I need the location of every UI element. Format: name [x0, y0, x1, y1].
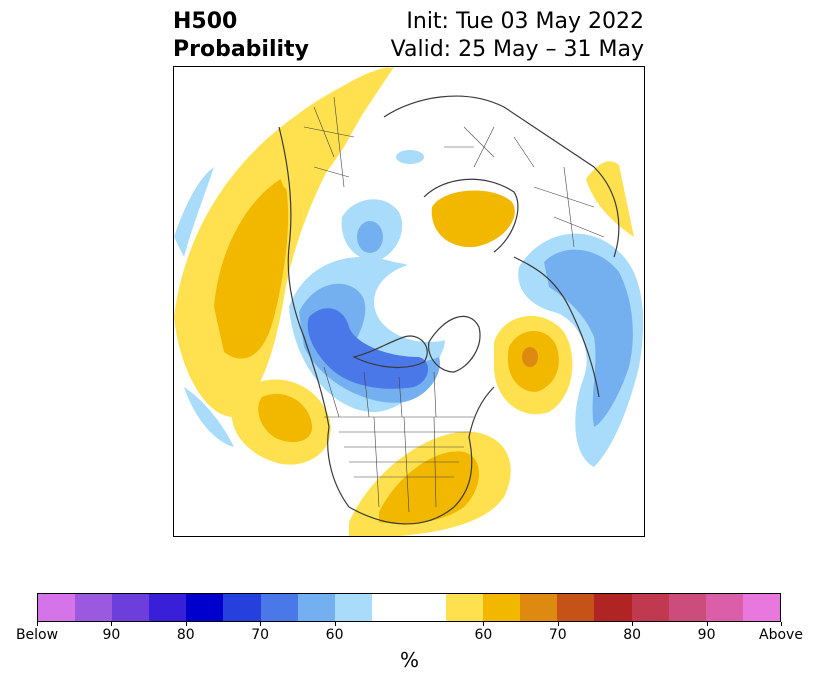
coastline-north-america-west	[278, 126, 350, 508]
coastline-asia-east	[513, 256, 600, 398]
colorbar-swatch	[742, 594, 780, 621]
probability-colorbar	[37, 593, 781, 622]
above-region-north-atlantic-peak	[522, 347, 538, 367]
coastline-hudson-bay	[352, 335, 428, 368]
colorbar-tick	[557, 622, 559, 626]
colorbar-swatch	[186, 594, 224, 621]
colorbar-swatch	[297, 594, 335, 621]
colorbar-ticks	[37, 622, 782, 627]
coastline-siberia	[423, 178, 519, 253]
below-region-arctic-small	[396, 150, 424, 164]
below-normal-regions	[174, 150, 644, 467]
colorbar-swatch	[668, 594, 706, 621]
above-region-northeast-asia	[586, 161, 634, 237]
colorbar-label: 80	[176, 627, 195, 643]
colorbar-label: 70	[548, 627, 567, 643]
below-region-east-asia-core	[544, 249, 633, 427]
europe-borders	[444, 126, 535, 168]
colorbar-swatch	[705, 594, 743, 621]
colorbar-label: 80	[623, 627, 642, 643]
arctic-cap	[374, 262, 484, 342]
northern-europe-borders	[303, 96, 355, 188]
colorbar-swatch	[408, 594, 447, 621]
colorbar-tick	[781, 622, 782, 626]
canada-provinces	[323, 366, 437, 418]
colorbar-tick	[37, 622, 38, 626]
asia-borders	[533, 166, 605, 248]
coastline-greenland	[427, 315, 481, 373]
title-line-type: Probability	[173, 37, 309, 62]
above-region-siberia	[431, 190, 515, 248]
above-region-east-pacific-core	[258, 393, 313, 443]
colorbar-tick	[111, 622, 113, 626]
colorbar-label: 90	[102, 627, 121, 643]
colorbar-label: 60	[474, 627, 493, 643]
colorbar-swatch	[557, 594, 595, 621]
political-borders	[303, 96, 605, 513]
colorbar-swatch	[75, 594, 113, 621]
colorbar-swatch	[334, 594, 372, 621]
colorbar-swatch	[483, 594, 521, 621]
above-region-north-pacific-core	[214, 177, 289, 359]
colorbar-swatch	[260, 594, 298, 621]
colorbar-swatch	[594, 594, 632, 621]
below-region-alaska-north-core	[357, 221, 383, 253]
coastline-eurasia	[383, 95, 620, 258]
colorbar-tick	[185, 622, 187, 626]
coastline-north-america-east	[348, 386, 495, 525]
colorbar-swatch	[38, 594, 76, 621]
colorbar-labels: Below 90 80 70 60 60 70 80 90 Above	[0, 627, 819, 647]
title-line-variable: H500	[173, 9, 238, 34]
init-date: Init: Tue 03 May 2022	[406, 9, 644, 34]
below-region-hudson-bay	[307, 308, 429, 389]
above-normal-regions	[174, 67, 634, 536]
colorbar-swatch	[631, 594, 669, 621]
colorbar-swatch	[446, 594, 484, 621]
colorbar-swatch	[223, 594, 261, 621]
coastlines	[278, 95, 620, 525]
colorbar-swatch	[149, 594, 187, 621]
us-state-lines	[339, 416, 469, 513]
map-title: H500 Probability	[173, 8, 309, 64]
below-region-pacific-edge	[174, 167, 214, 257]
colorbar-label: Below	[15, 627, 59, 643]
colorbar-label: Above	[759, 627, 803, 643]
colorbar-tick	[483, 622, 485, 626]
colorbar-swatch	[371, 594, 409, 621]
colorbar-swatch	[520, 594, 558, 621]
colorbar-label: 70	[251, 627, 270, 643]
above-region-alaska	[275, 67, 389, 194]
map-canvas	[174, 67, 644, 536]
colorbar-swatch	[112, 594, 150, 621]
valid-range: Valid: 25 May – 31 May	[390, 37, 644, 62]
colorbar-label: 60	[325, 627, 344, 643]
colorbar-unit: %	[399, 648, 419, 672]
colorbar-tick	[260, 622, 262, 626]
colorbar-tick	[334, 622, 336, 626]
below-region-pacific-south	[184, 387, 234, 447]
probability-map	[173, 66, 645, 537]
forecast-dates: Init: Tue 03 May 2022 Valid: 25 May – 31…	[391, 8, 644, 64]
colorbar-tick	[632, 622, 634, 626]
colorbar-tick	[706, 622, 708, 626]
colorbar-label: 90	[697, 627, 716, 643]
above-region-eastern-us-core	[379, 451, 479, 524]
